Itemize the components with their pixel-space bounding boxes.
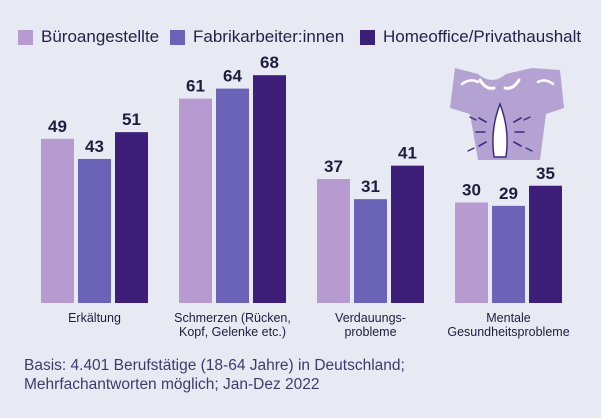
category-label-line: probleme (344, 325, 397, 339)
category-label-line: Verdauungs- (335, 311, 406, 325)
legend-item-bueroangestellte: Büroangestellte (18, 27, 159, 47)
bar (317, 179, 350, 303)
bar (41, 138, 74, 303)
data-label: 37 (324, 157, 343, 176)
data-label: 31 (361, 177, 380, 196)
bar (78, 158, 111, 303)
legend-label: Fabrikarbeiter:innen (193, 27, 345, 46)
bar (492, 205, 525, 303)
category-label-line: Schmerzen (Rücken, (174, 311, 291, 325)
back-pain-torso-icon (450, 68, 564, 160)
category-label-line: Erkältung (68, 311, 121, 325)
bar (216, 88, 249, 303)
legend-item-fabrikarbeiter: Fabrikarbeiter:innen (170, 27, 344, 47)
legend-swatch (360, 29, 375, 45)
legend-swatch (18, 29, 33, 45)
bar (529, 185, 562, 303)
category-label-line: Gesundheitsprobleme (447, 325, 570, 339)
legend-swatch (170, 29, 185, 45)
category-label-line: Mentale (486, 311, 531, 325)
data-label: 43 (85, 137, 104, 156)
data-label: 49 (48, 117, 67, 136)
data-label: 68 (260, 53, 279, 72)
footnote-line-1: Basis: 4.401 Berufstätige (18-64 Jahre) … (24, 357, 405, 374)
category-label: Verdauungs-probleme (306, 311, 436, 339)
legend-label: Homeoffice/Privathaushalt (383, 27, 582, 46)
legend-label: Büroangestellte (41, 27, 160, 46)
data-label: 41 (398, 144, 417, 163)
data-label: 30 (462, 181, 481, 200)
category-label: Erkältung (30, 311, 160, 325)
category-label-line: Kopf, Gelenke etc.) (178, 325, 286, 339)
bar (115, 132, 148, 303)
bar (179, 98, 212, 304)
bar (455, 202, 488, 303)
category-label: Mentale Gesundheitsprobleme (444, 311, 574, 339)
data-label: 61 (186, 77, 205, 96)
footnote: Basis: 4.401 Berufstätige (18-64 Jahre) … (24, 356, 405, 394)
category-label: Schmerzen (Rücken, Kopf, Gelenke etc.) (168, 311, 298, 339)
bar (391, 165, 424, 303)
bar (354, 199, 387, 303)
data-label: 51 (122, 110, 141, 129)
bar (253, 75, 286, 303)
data-label: 29 (499, 184, 518, 203)
legend-item-homeoffice: Homeoffice/Privathaushalt (360, 27, 581, 47)
data-label: 64 (223, 67, 242, 86)
footnote-line-2: Mehrfachantworten möglich; Jan-Dez 2022 (24, 376, 320, 393)
data-label: 35 (536, 164, 555, 183)
